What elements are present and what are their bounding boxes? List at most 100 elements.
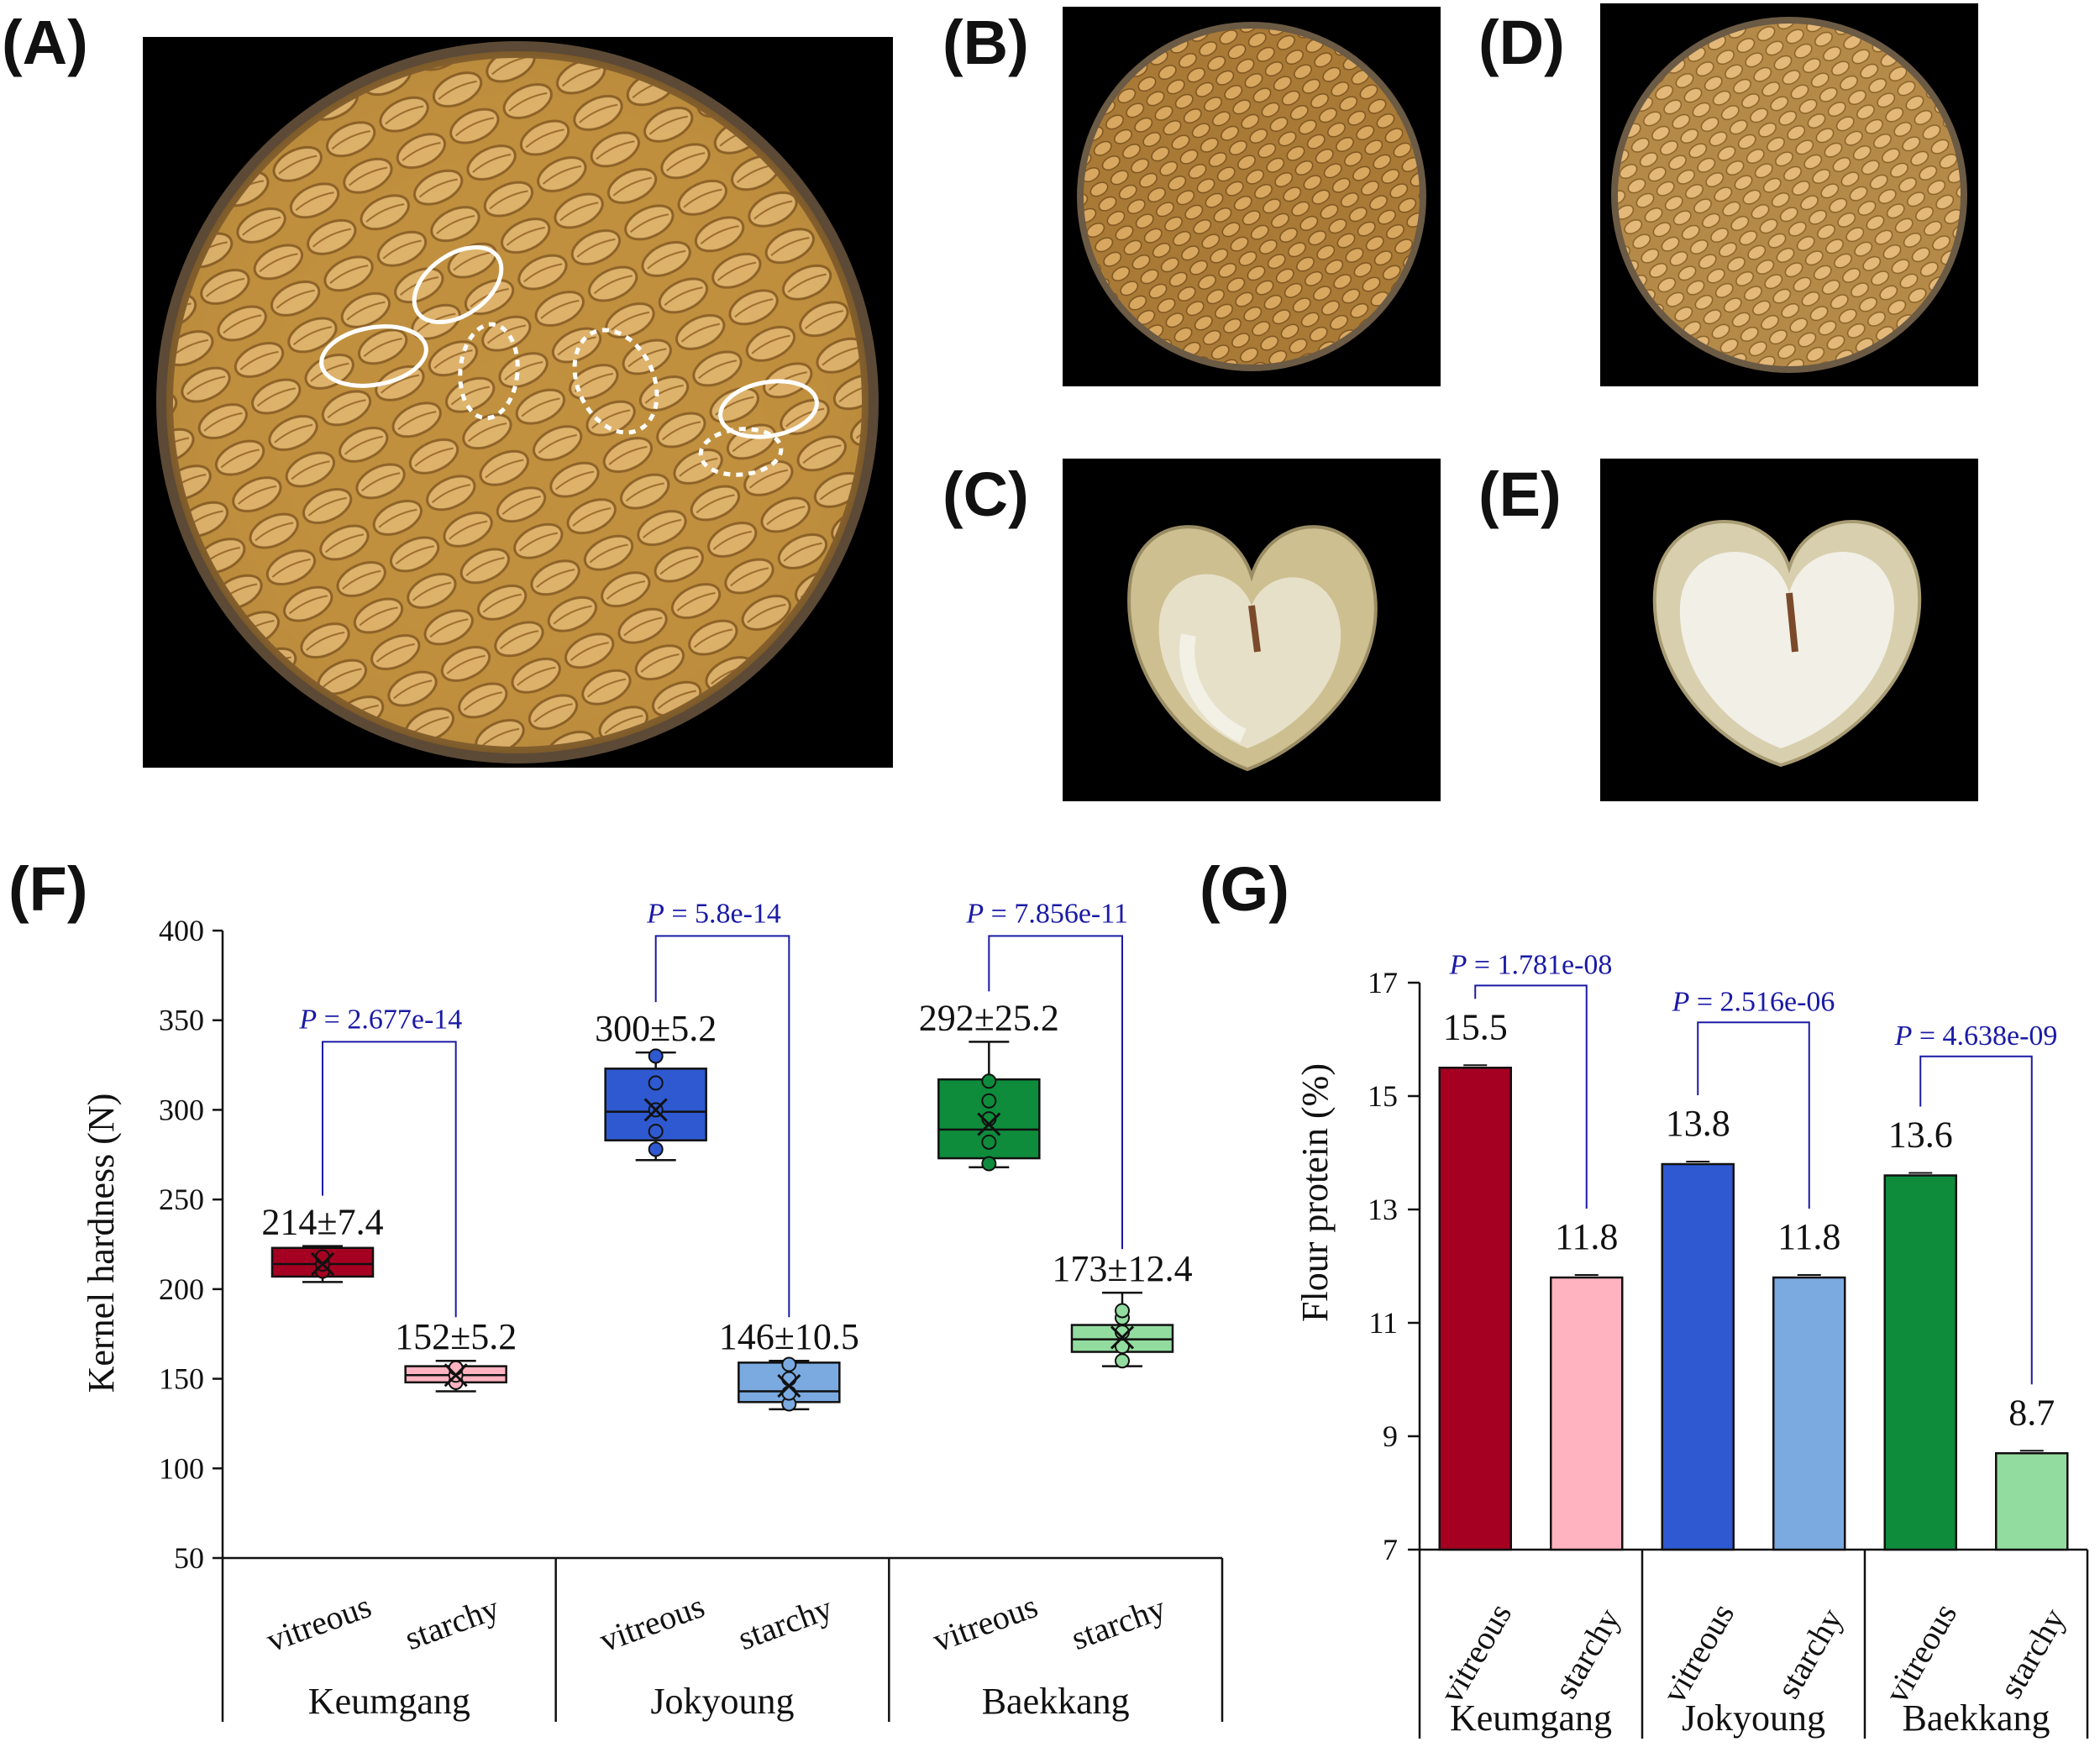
chart-g-bar	[1661, 1162, 1735, 1551]
chart-f-mean-marker	[977, 1112, 1001, 1136]
photo-a-graphic	[156, 41, 879, 763]
chart-g-y-tick-label: 13	[1368, 1193, 1398, 1226]
chart-g-y-tick-label: 9	[1383, 1419, 1398, 1453]
panel-label-e: (E)	[1478, 459, 1562, 529]
chart-f-category-label: vitreous	[927, 1587, 1042, 1659]
chart-g-significance-bracket	[1474, 984, 1588, 1209]
chart-g-category-labels: vitreous starchy vitreous starchy vitreous st…	[1432, 1597, 2073, 1739]
chart-g-p-value-label: P = 2.516e-06	[1672, 986, 1835, 1017]
chart-g-category-label: starchy	[1769, 1602, 1851, 1705]
photo-d-starchy-dish	[1600, 3, 1978, 386]
chart-f-y-ticks: 50 100 150 200 250 300 350 400	[159, 914, 223, 1575]
chart-g-category-label: vitreous	[1655, 1597, 1741, 1709]
chart-f-significance-bracket	[988, 935, 1123, 1250]
chart-f-data-point	[1115, 1339, 1130, 1355]
chart-f-data-point	[1115, 1303, 1130, 1319]
chart-f-y-tick-label: 50	[174, 1541, 204, 1575]
chart-f-boxes: 214±7.4 152±5.2 300±5.2 146±10.5 292±25.2 173…	[261, 898, 1193, 1412]
chart-f-value-label: 292±25.2	[919, 997, 1059, 1038]
photo-c-vitreous-cross-section	[1063, 459, 1441, 801]
chart-f-group-label: Jokyoung	[650, 1681, 794, 1722]
chart-f-data-point	[648, 1075, 664, 1091]
chart-f-value-label: 152±5.2	[395, 1316, 517, 1357]
chart-g-flour-protein: Flour protein (%) 7 9 11 13 15 17 15.5 11.8 13.…	[1294, 949, 2089, 1739]
chart-f-y-axis-label: Kernel hardness (N)	[81, 1094, 122, 1393]
chart-g-p-value-label: P = 1.781e-08	[1449, 949, 1613, 980]
panel-label-a: (A)	[2, 8, 88, 77]
chart-g-y-tick-label: 11	[1368, 1306, 1398, 1340]
chart-f-mean-marker	[1110, 1325, 1135, 1350]
chart-g-bars: 15.5 11.8 13.8 11.8 13.6 8.7 P = 1.781e-08 P = …	[1438, 949, 2069, 1551]
chart-g-significance-bracket	[1919, 1055, 2033, 1385]
chart-g-bar	[1995, 1452, 2069, 1551]
chart-g-value-label: 11.8	[1777, 1216, 1840, 1257]
chart-g-category-label: vitreous	[1877, 1597, 1964, 1709]
chart-f-mean-marker	[310, 1251, 335, 1277]
chart-f-group-label: Baekkang	[982, 1681, 1130, 1722]
chart-g-y-tick-label: 7	[1383, 1533, 1398, 1566]
photo-a-kernel-dish	[143, 37, 893, 768]
chart-f-value-label: 173±12.4	[1052, 1248, 1192, 1289]
panel-label-c: (C)	[942, 459, 1029, 529]
chart-g-category-label: vitreous	[1432, 1597, 1519, 1709]
chart-f-p-value-label: P = 2.677e-14	[298, 1004, 462, 1035]
chart-g-p-value-label: P = 4.638e-09	[1894, 1020, 2058, 1052]
starchy-circle-marker	[572, 328, 659, 435]
photo-d-graphic	[1611, 17, 1967, 373]
chart-f-category-label: vitreous	[261, 1587, 375, 1659]
chart-f-data-point	[781, 1371, 797, 1387]
chart-g-y-tick-label: 15	[1368, 1079, 1398, 1113]
chart-f-p-value-label: P = 5.8e-14	[646, 898, 781, 929]
chart-f-mean-marker	[777, 1374, 801, 1398]
chart-f-value-label: 214±7.4	[261, 1202, 383, 1243]
chart-f-category-label: starchy	[733, 1588, 837, 1657]
chart-g-y-tick-label: 17	[1368, 966, 1398, 999]
chart-f-y-tick-label: 350	[159, 1004, 204, 1037]
chart-f-axes	[221, 931, 1224, 1722]
chart-f-category-label: starchy	[1066, 1588, 1170, 1657]
chart-f-data-point	[981, 1073, 997, 1089]
chart-f-group-label: Keumgang	[308, 1681, 470, 1722]
chart-f-data-point	[1115, 1353, 1130, 1369]
chart-f-data-point	[448, 1360, 464, 1376]
starchy-circle-marker	[458, 322, 520, 421]
chart-f-mean-marker	[444, 1363, 468, 1388]
chart-f-y-tick-label: 400	[159, 914, 204, 947]
panel-label-b: (B)	[942, 8, 1029, 77]
chart-f-data-point	[315, 1249, 330, 1265]
chart-f-category-label: vitreous	[595, 1587, 709, 1659]
panel-label-d: (D)	[1478, 8, 1565, 77]
chart-g-y-ticks: 7 9 11 13 15 17	[1368, 966, 1420, 1566]
chart-f-data-point	[648, 1124, 664, 1140]
vitreous-circle-marker	[718, 379, 819, 439]
chart-g-group-label: Baekkang	[1903, 1697, 2050, 1739]
chart-g-value-label: 13.8	[1666, 1103, 1730, 1144]
photo-e-starchy-cross-section	[1600, 459, 1978, 801]
chart-f-y-tick-label: 100	[159, 1451, 204, 1485]
chart-f-y-tick-label: 250	[159, 1183, 204, 1216]
chart-g-bar	[1883, 1174, 1957, 1551]
chart-f-mean-marker	[643, 1098, 668, 1122]
chart-f-significance-bracket	[322, 1041, 457, 1318]
chart-f-y-tick-label: 150	[159, 1362, 204, 1396]
photo-e-graphic	[1652, 520, 1922, 768]
chart-g-category-label: starchy	[1546, 1602, 1628, 1705]
chart-f-y-tick-label: 200	[159, 1272, 204, 1306]
chart-f-data-point	[981, 1156, 997, 1172]
chart-g-significance-bracket	[1697, 1021, 1810, 1209]
chart-g-group-label: Keumgang	[1450, 1697, 1612, 1739]
panel-label-f: (F)	[8, 854, 88, 924]
chart-g-axes	[1418, 983, 2089, 1739]
photo-c-graphic	[1127, 525, 1378, 772]
chart-f-data-point	[781, 1385, 797, 1401]
chart-f-significance-bracket	[654, 935, 790, 1318]
chart-g-value-label: 15.5	[1443, 1006, 1508, 1047]
chart-f-kernel-hardness: Kernel hardness (N) 50 100 150 200 250 300 350…	[81, 898, 1224, 1722]
panel-label-g: (G)	[1200, 854, 1289, 924]
chart-f-value-label: 146±10.5	[719, 1316, 859, 1357]
vitreous-circle-marker	[319, 324, 428, 388]
chart-g-value-label: 13.6	[1888, 1115, 1953, 1156]
chart-g-y-axis-label: Flour protein (%)	[1294, 1063, 1336, 1322]
chart-f-category-label: starchy	[400, 1588, 504, 1657]
